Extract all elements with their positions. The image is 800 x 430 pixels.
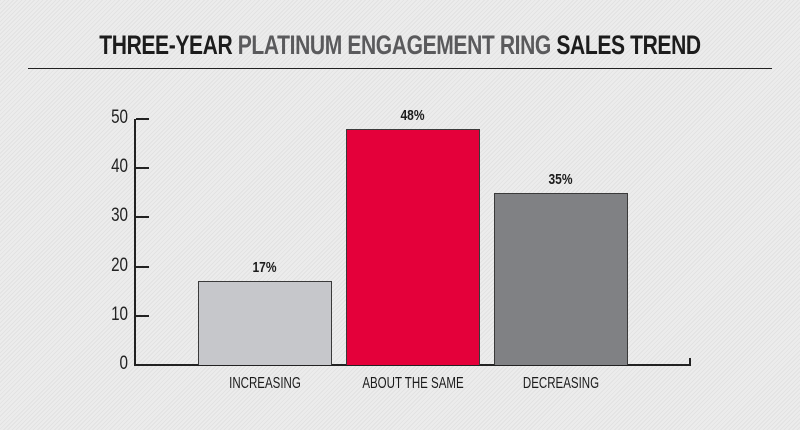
y-axis xyxy=(134,119,136,366)
x-category-label: INCREASING xyxy=(229,375,301,392)
y-tick-label: 0 xyxy=(119,353,128,374)
x-category-label: DECREASING xyxy=(522,375,600,392)
title-divider xyxy=(28,68,772,69)
x-axis xyxy=(134,364,691,366)
y-tick xyxy=(136,314,149,317)
title-part-1: THREE-YEAR xyxy=(99,30,233,60)
y-tick xyxy=(136,118,149,120)
x-axis-end-tick xyxy=(689,358,691,366)
y-tick xyxy=(136,167,149,170)
bar-value-label: 17% xyxy=(252,259,277,277)
bar-increasing xyxy=(198,281,332,365)
title-part-2: PLATINUM ENGAGEMENT RING xyxy=(237,30,552,60)
bar-about-the-same xyxy=(346,128,480,365)
y-tick-label: 30 xyxy=(111,205,128,227)
y-tick xyxy=(136,265,149,268)
y-tick-label: 10 xyxy=(111,303,128,325)
x-category-label: ABOUT THE SAME xyxy=(362,375,464,392)
y-tick-label: 50 xyxy=(111,107,128,128)
y-tick-label: 40 xyxy=(111,156,128,178)
y-tick xyxy=(136,216,149,219)
y-tick-label: 20 xyxy=(111,254,128,276)
chart-title: THREE-YEAR PLATINUM ENGAGEMENT RING SALE… xyxy=(88,30,712,61)
bar-decreasing xyxy=(494,192,628,365)
bar-value-label: 48% xyxy=(400,106,425,124)
title-part-3: SALES TREND xyxy=(556,30,701,60)
bar-value-label: 35% xyxy=(548,170,573,188)
